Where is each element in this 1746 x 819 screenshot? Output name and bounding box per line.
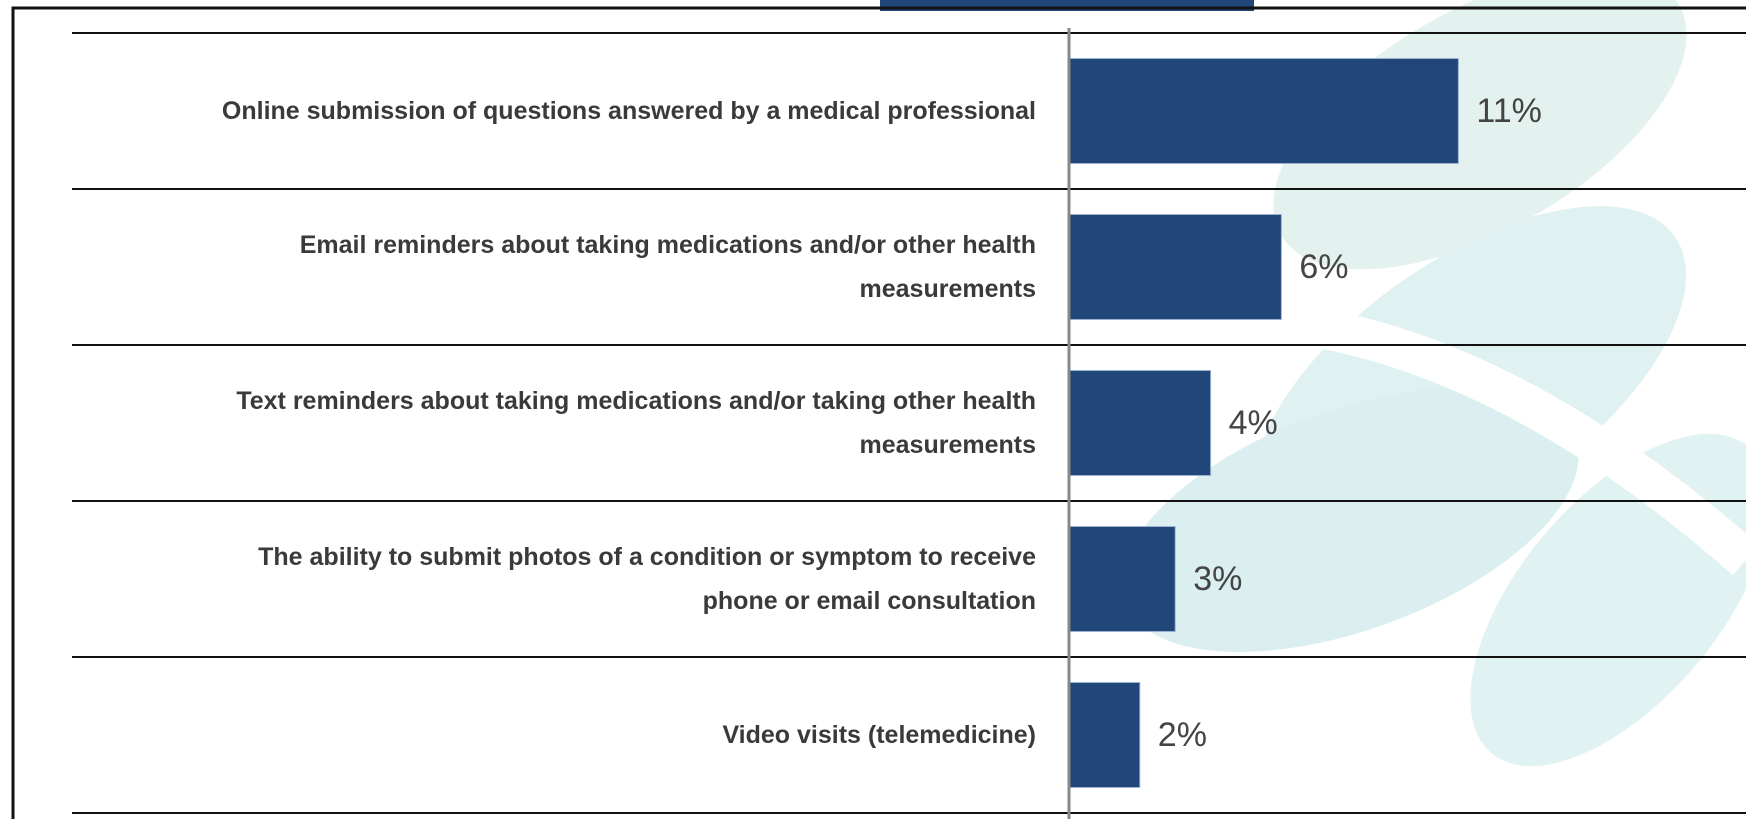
value-label: 4% [1228, 404, 1278, 442]
value-label: 6% [1299, 248, 1349, 286]
top-fragment [880, 0, 1254, 11]
bar [1068, 214, 1282, 320]
category-label: Email reminders about taking medications… [299, 231, 1036, 303]
category-label: Text reminders about taking medications … [236, 387, 1036, 459]
bar [1068, 682, 1141, 788]
value-label: 11% [1476, 92, 1542, 130]
bar [1068, 58, 1459, 164]
category-label: Online submission of questions answered … [221, 97, 1036, 125]
bar [1068, 526, 1176, 632]
value-label: 3% [1193, 560, 1243, 598]
category-label: The ability to submit photos of a condit… [258, 543, 1036, 615]
category-label: Video visits (telemedicine) [722, 721, 1036, 749]
frame [11, 6, 1746, 819]
background-leaves [1121, 0, 1746, 767]
bar [1068, 370, 1212, 476]
value-label: 2% [1157, 716, 1207, 754]
